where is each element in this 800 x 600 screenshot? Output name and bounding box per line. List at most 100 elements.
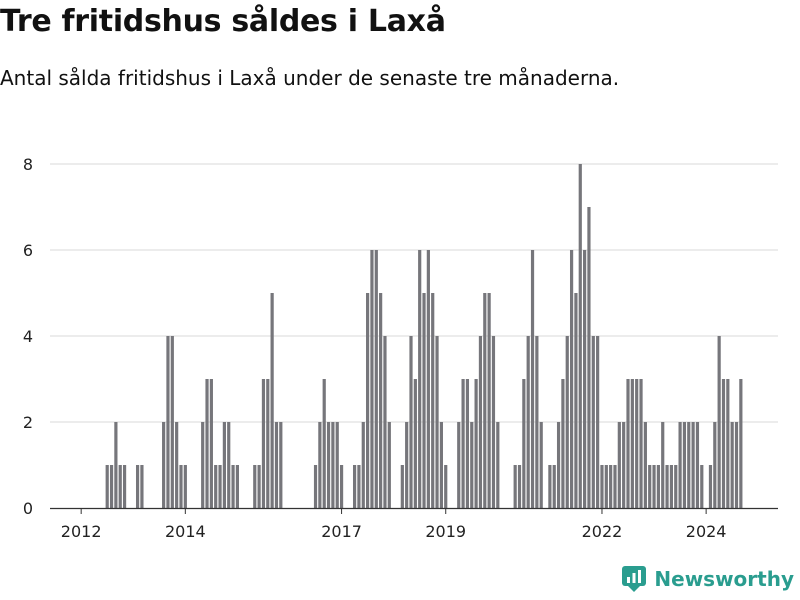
bar [730,422,734,508]
bar [257,465,261,508]
newsworthy-logo: Newsworthy [622,566,794,592]
bar [617,422,621,508]
bar [109,465,114,508]
bar [708,465,713,508]
chart-title: Tre fritidshus såldes i Laxå [0,4,446,39]
bar [409,336,413,508]
bar [201,422,205,508]
bar [413,379,417,508]
x-tick-label: 2022 [582,522,623,541]
y-tick-label: 8 [23,155,33,174]
bar [383,336,387,508]
bar [682,422,687,508]
bar [713,422,717,508]
data-label: 3 [744,0,754,4]
bar [591,336,595,508]
bar [522,379,526,508]
chart-subtitle: Antal sålda fritidshus i Laxå under de s… [0,66,620,90]
x-tick-label: 2014 [165,522,206,541]
bar [465,379,470,508]
bar [352,465,357,508]
bar [313,465,318,508]
bar [218,465,222,508]
bar [695,422,700,508]
x-tick-label: 2012 [61,522,102,541]
bar [604,465,608,508]
bar [361,422,365,508]
bar [613,465,617,508]
bar [483,293,487,508]
bar [235,465,240,508]
bar [135,465,140,508]
bar [669,465,674,508]
bar [222,422,226,508]
bar [318,422,322,508]
bar [374,250,378,508]
bar [652,465,656,508]
bar [635,379,639,508]
bar [422,293,426,508]
bar [700,465,704,508]
bar [687,422,691,508]
bar [561,379,565,508]
bar [426,250,430,508]
bar [648,465,652,508]
bar [166,336,170,508]
bar [400,465,404,508]
bar [170,336,174,508]
bar [431,293,435,508]
y-tick-label: 0 [23,499,33,518]
bar [118,465,122,508]
bar [435,336,439,508]
bar [114,422,118,508]
bar [609,465,613,508]
bar [717,336,721,508]
bar [539,422,543,508]
bar [405,422,409,508]
bar [227,422,231,508]
bar [622,422,626,508]
bar [457,422,461,508]
x-tick-label: 2017 [321,522,362,541]
bar [487,293,491,508]
bar [444,465,448,508]
bar [656,465,660,508]
bar [179,465,183,508]
bar [418,250,422,508]
bar [674,465,678,508]
y-tick-label: 6 [23,241,33,260]
bar [105,465,109,508]
bar [548,465,552,508]
bar [626,379,630,508]
bar [261,379,266,508]
bar [270,293,274,508]
bar [140,465,144,508]
bar [209,379,213,508]
bar [439,422,443,508]
bar [513,465,517,508]
bar [496,422,500,508]
bar [205,379,209,508]
bar [478,336,483,508]
bar [721,379,726,508]
newsworthy-icon [622,566,647,592]
bar [526,336,530,508]
x-tick-label: 2019 [425,522,466,541]
bar [734,422,739,508]
bar [266,379,270,508]
bar [574,293,578,508]
bar [366,293,370,508]
bar [279,422,283,508]
bar [183,465,187,508]
bar [122,465,127,508]
bar [339,465,344,508]
x-axis [50,507,778,514]
bar [630,379,634,508]
x-tick-label: 2024 [686,522,727,541]
bar [162,422,166,508]
labels: 0 2 4 6 8 2012 2014 2017 2019 2022 2024 3 [23,0,755,541]
bar [600,465,604,508]
bar [491,336,496,508]
bar [726,379,730,508]
bar [556,422,561,508]
